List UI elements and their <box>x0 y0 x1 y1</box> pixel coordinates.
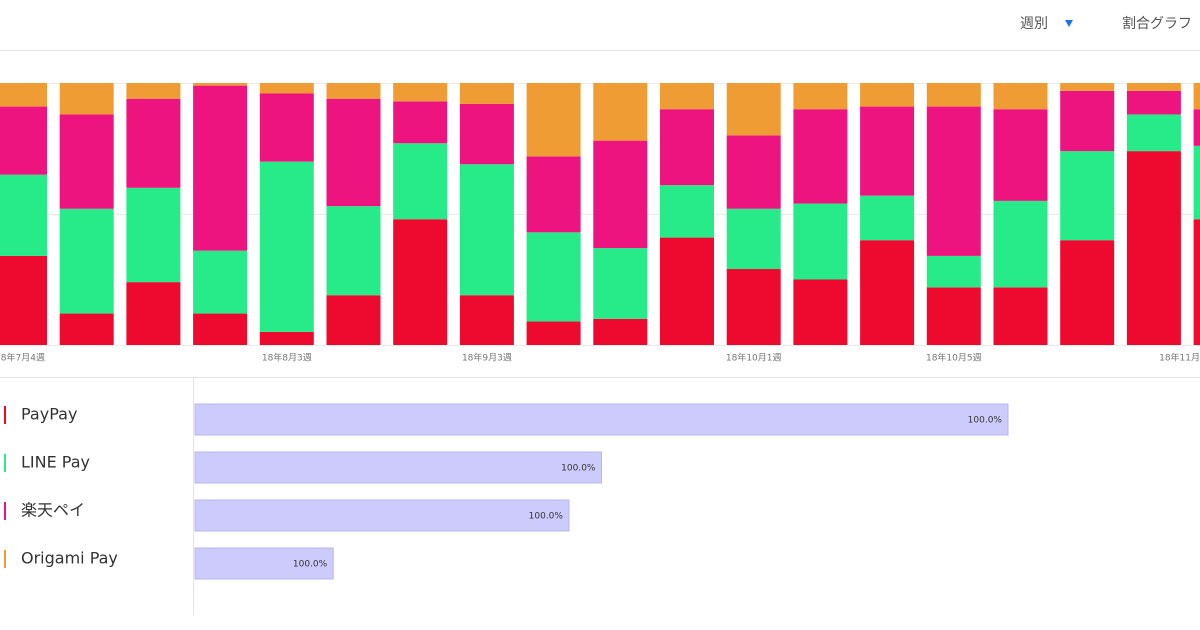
legend-label: LINE Pay <box>21 453 90 472</box>
bar-segment <box>259 331 314 345</box>
bar-segment <box>0 174 47 256</box>
period-select[interactable]: 週別 <box>1020 16 1048 32</box>
bar-segment <box>1126 114 1181 152</box>
bar-segment <box>593 140 648 249</box>
dropdown-arrow[interactable] <box>1065 20 1073 27</box>
bar-segment <box>126 83 181 99</box>
bar-segment <box>926 83 981 107</box>
summary-bar <box>194 403 1009 436</box>
bar-segment <box>793 279 848 345</box>
bar-segment <box>393 83 448 102</box>
bar-segment <box>860 195 915 241</box>
legend-label: 楽天ペイ <box>21 501 85 520</box>
bar-segment <box>0 106 47 175</box>
bar-segment <box>993 83 1048 110</box>
bar-segment <box>59 313 114 345</box>
bar-segment <box>259 93 314 162</box>
x-tick-label: 18年9月3週 <box>462 352 512 364</box>
bar-segment <box>726 269 781 345</box>
bar-segment <box>793 83 848 110</box>
bar-segment <box>660 83 714 110</box>
bar-segment <box>459 164 514 296</box>
bar-segment <box>393 143 448 220</box>
bar-segment <box>59 208 114 314</box>
bar-segment <box>326 98 381 207</box>
summary-label: 100.0% <box>968 416 1003 426</box>
bar-segment <box>1126 151 1181 345</box>
x-tick-label: 18年11月 <box>1159 352 1200 364</box>
bar-segment <box>660 109 714 186</box>
summary-bar <box>194 547 334 580</box>
bar-segment <box>326 206 381 296</box>
bar-segment <box>860 106 915 196</box>
bar-segment <box>660 237 714 345</box>
bar-segment <box>1126 90 1181 115</box>
bar-segment <box>926 255 981 288</box>
bar-segment <box>860 83 915 107</box>
summary-bar <box>194 451 602 484</box>
bar-segment <box>1193 145 1200 220</box>
bar-segment <box>526 321 581 345</box>
bar-segment <box>793 203 848 280</box>
bar-segment <box>593 248 648 319</box>
bar-segment <box>926 106 981 256</box>
bar-segment <box>593 83 648 141</box>
bar-segment <box>193 250 248 314</box>
summary-label: 100.0% <box>529 512 564 522</box>
bar-segment <box>59 83 114 115</box>
bar-segment <box>459 295 514 345</box>
legend-label: PayPay <box>21 405 77 424</box>
bar-segment <box>326 295 381 345</box>
view-tab[interactable]: 割合グラフ <box>1122 15 1192 32</box>
bar-segment <box>993 200 1048 288</box>
bar-segment <box>993 109 1048 201</box>
bar-segment <box>59 114 114 209</box>
bar-segment <box>1193 83 1200 110</box>
bar-segment <box>993 287 1048 345</box>
summary-label: 100.0% <box>293 560 328 570</box>
bar-segment <box>726 135 781 209</box>
bar-segment <box>860 240 915 345</box>
bar-segment <box>259 83 314 94</box>
bar-segment <box>1060 90 1115 152</box>
bar-segment <box>526 83 581 157</box>
bar-segment <box>126 98 181 188</box>
bar-segment <box>526 156 581 233</box>
bar-segment <box>593 318 648 345</box>
bar-segment <box>1060 151 1115 241</box>
bar-segment <box>0 255 47 345</box>
summary-bar <box>194 499 570 532</box>
bar-segment <box>193 83 248 86</box>
x-tick-label: 18年10月5週 <box>926 352 982 364</box>
bar-segment <box>526 232 581 322</box>
bar-segment <box>0 83 47 107</box>
bar-segment <box>726 83 781 136</box>
bar-segment <box>926 287 981 345</box>
bar-segment <box>1126 83 1181 91</box>
bar-segment <box>193 313 248 345</box>
bar-segment <box>193 85 248 251</box>
bar-segment <box>459 83 514 104</box>
bar-segment <box>126 282 181 345</box>
x-tick-label: 18年7月4週 <box>0 352 45 364</box>
bar-segment <box>1193 109 1200 146</box>
bar-segment <box>459 103 514 165</box>
x-tick-label: 18年10月1週 <box>726 352 782 364</box>
bar-segment <box>1193 219 1200 345</box>
summary-label: 100.0% <box>561 464 596 474</box>
bar-segment <box>1060 240 1115 345</box>
bar-segment <box>793 109 848 204</box>
bar-segment <box>259 161 314 332</box>
bar-segment <box>1060 83 1115 91</box>
bar-segment <box>326 83 381 99</box>
legend-label: Origami Pay <box>21 549 118 568</box>
x-tick-label: 18年8月3週 <box>262 352 312 364</box>
bar-segment <box>393 219 448 345</box>
bar-segment <box>660 185 714 238</box>
bar-segment <box>726 208 781 270</box>
bar-segment <box>126 187 181 283</box>
bar-segment <box>393 101 448 144</box>
